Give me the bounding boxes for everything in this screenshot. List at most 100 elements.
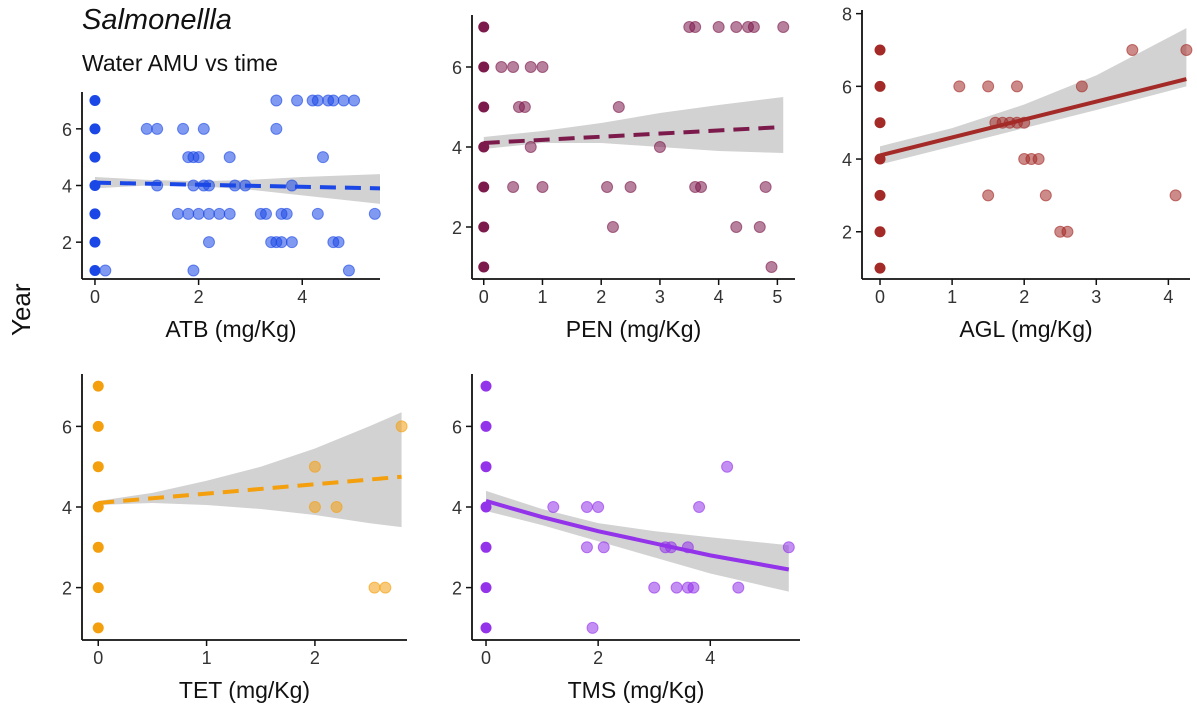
pen-point [747,21,760,33]
agl-y-tick-label: 8 [842,5,852,25]
tet-point [92,380,104,392]
pen-point [765,261,778,273]
pen-y-tick-label: 6 [452,58,462,78]
atb-point [316,151,329,164]
tms-point [670,581,683,594]
atb-point [202,207,215,220]
pen-point [653,141,666,153]
agl-point [1075,80,1088,93]
atb-point [342,264,355,277]
tet-fit-line [98,474,402,505]
atb-point [337,94,350,107]
pen-x-tick-label: 0 [479,287,489,307]
agl-point [874,226,886,238]
atb-point [311,207,324,220]
tet-point [308,501,321,513]
pen-point [624,181,637,193]
tet-point [92,420,104,432]
pen-point [689,21,702,33]
tms-point [480,380,492,392]
atb-x-tick-label: 2 [194,287,204,307]
tms-x-tick-label: 0 [481,648,491,668]
pen-point [478,261,490,273]
atb-point [140,122,153,135]
agl-y-tick-label: 4 [842,150,852,170]
tms-point [782,541,795,554]
tms-point [586,621,599,634]
pen-x-tick-label: 1 [537,287,547,307]
agl-point [1169,189,1182,202]
pen-point [478,21,490,33]
atb-point [368,207,381,220]
pen-point [730,221,743,233]
figure-subtitle: Water AMU vs time [82,50,278,76]
pen-point [478,181,490,193]
atb-point [223,207,236,220]
pen-point [518,101,531,113]
agl-confidence-band [880,28,1187,165]
tms-point [687,581,700,594]
tms-x-tick-label: 2 [593,648,603,668]
tms-point [580,501,593,513]
pen-point [601,181,614,193]
atb-point [89,151,101,163]
agl-point [874,189,886,201]
atb-point [187,264,200,277]
atb-x-axis-label: ATB (mg/Kg) [165,316,296,342]
atb-y-tick-label: 2 [62,233,72,253]
agl-x-tick-label: 1 [947,287,957,307]
agl-point [1061,225,1074,238]
tms-point [480,582,492,594]
agl-point [1032,153,1045,166]
tet-point [395,420,408,433]
atb-y-tick-label: 4 [62,177,72,197]
atb-point [182,207,195,220]
pen-point [478,61,490,73]
tet-point [379,581,392,594]
tms-point [721,460,734,473]
tms-y-tick-label: 6 [452,417,462,437]
pen-point [536,181,549,193]
pen-point [507,61,520,73]
tms-y-tick-label: 4 [452,498,462,518]
atb-point [285,236,298,249]
pen-point [730,21,743,33]
figure-title: Salmonellla [82,4,232,36]
atb-point [223,151,236,164]
atb-fit-line [94,180,381,191]
pen-y-tick-label: 4 [452,138,462,158]
tms-point [732,581,745,594]
tet-x-tick-label: 2 [310,648,320,668]
tet-y-tick-label: 6 [62,417,72,437]
tms-point [480,420,492,432]
tms-point [480,461,492,473]
atb-point [197,122,210,135]
agl-point [1126,43,1139,56]
tms-point [592,501,605,513]
atb-point [151,122,164,135]
agl-y-tick-label: 6 [842,77,852,97]
atb-point [89,123,101,135]
tet-point [330,501,343,513]
agl-point [982,80,995,93]
pen-point [612,101,625,113]
tms-x-tick-label: 4 [705,648,715,668]
atb-point [291,94,304,107]
tms-point [580,541,593,554]
pen-point [606,221,619,233]
tet-point [368,581,381,594]
pen-point [478,101,490,113]
atb-point [177,122,190,135]
tms-y-tick-label: 2 [452,579,462,599]
atb-point [348,94,361,107]
tms-point [597,541,610,554]
tms-point [648,581,661,594]
agl-point [1039,189,1052,202]
pen-point [777,21,790,33]
tet-confidence-band [98,412,402,528]
agl-point [1010,80,1023,93]
